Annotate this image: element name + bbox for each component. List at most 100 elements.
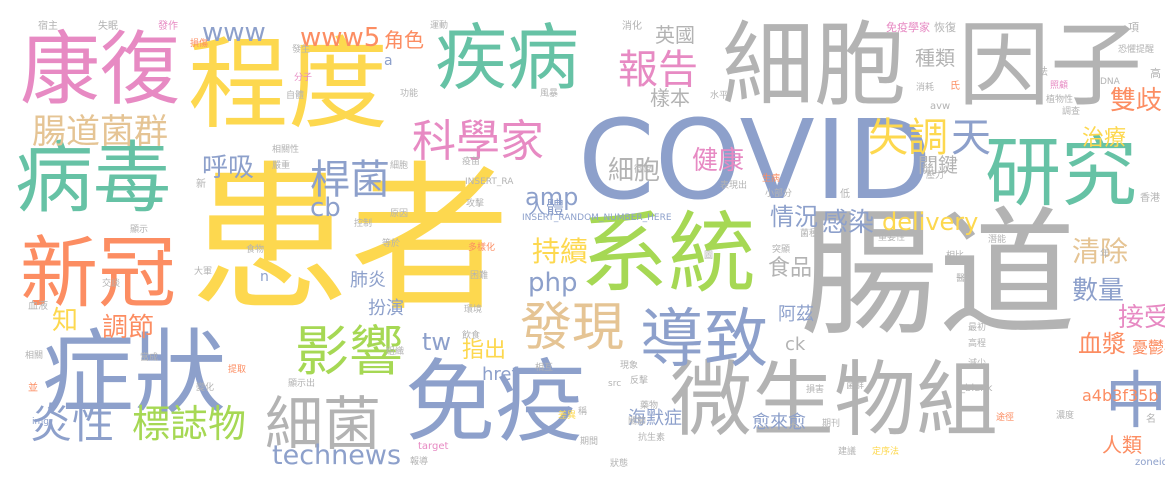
- word-junzhong: 菌種: [800, 229, 819, 239]
- word-xiang: 項: [1128, 21, 1139, 34]
- word-xiangguan: 相關: [25, 351, 44, 361]
- word-jianyi: 建議: [838, 447, 857, 457]
- word-kangshengsu: 抗生素: [638, 433, 666, 443]
- word-qingkuang: 情況: [770, 203, 818, 231]
- word-qianneng: 潛能: [988, 235, 1007, 245]
- word-yingguo: 英國: [655, 23, 695, 47]
- word-ming: 名: [1146, 414, 1156, 425]
- word-jibing: 疾病: [435, 16, 580, 100]
- word-tian: 天: [951, 115, 991, 161]
- word-nian: 年: [1100, 249, 1110, 260]
- word-zhuangtai: 狀態: [610, 459, 629, 469]
- word-jianshao: 減少: [968, 359, 987, 369]
- word-tiqu: 提取: [228, 365, 247, 375]
- word-a4b3f35b: a4b3f35b: [1082, 386, 1159, 405]
- word-changdaojunqun: 腸道菌群: [32, 112, 168, 152]
- word-kexuejia: 科學家: [412, 116, 544, 167]
- word-insert-ra: INSERT_RA: [465, 177, 514, 187]
- word-guanjian: 關鍵: [918, 153, 958, 177]
- word-href: href: [482, 364, 518, 385]
- word-zhonglei: 種類: [915, 46, 955, 70]
- word-huanzhe: 患者: [190, 146, 511, 333]
- word-bingdu: 病毒: [15, 134, 172, 224]
- word-chixu: 持續: [532, 235, 589, 268]
- word-fenzi: 分子: [294, 73, 313, 83]
- word-xiaohua: 消化: [622, 21, 642, 32]
- word-avw: avw: [930, 101, 951, 112]
- word-src: src: [608, 379, 622, 389]
- word-yinshi: 飲食: [462, 331, 481, 341]
- word-ganran: 感染: [822, 208, 875, 238]
- word-zhiliao: 治療: [1082, 126, 1127, 151]
- word-xiangguanxing: 相關性: [272, 145, 300, 155]
- word-kunnan: 困難: [470, 271, 489, 281]
- word-dengyu: 等於: [382, 239, 401, 249]
- word-yuanyin: 原因: [390, 209, 409, 219]
- word-zuichu: 最初: [968, 323, 987, 333]
- word-xin: 新: [196, 179, 206, 190]
- word-shipin: 食品: [768, 256, 813, 281]
- word-xianxiang: 現象: [620, 361, 639, 371]
- word-fazuo: 發作: [158, 21, 178, 32]
- word-shimian: 失眠: [98, 21, 118, 32]
- word-xinguan: 新冠: [20, 229, 177, 319]
- word-zhengzhuang: 症狀: [42, 320, 227, 427]
- word-guanjie: 關節: [628, 417, 647, 427]
- word-gao: 高: [1150, 67, 1161, 80]
- word-zhaogu: 照顧: [1050, 81, 1069, 91]
- word-dangcheng: 當成: [140, 353, 159, 363]
- word-yingxiang: 影響: [295, 320, 403, 383]
- word-yanzhong: 嚴重: [272, 161, 291, 171]
- word-dajun: 大軍: [194, 267, 213, 277]
- word-xitong: 系統: [580, 202, 757, 305]
- word-xueye: 血液: [28, 301, 48, 312]
- word-img: img: [32, 417, 49, 427]
- word-yimiao: 疫苗: [462, 157, 481, 167]
- word-chengdu: 程度: [188, 26, 388, 143]
- word-xianshi: 顯示: [130, 225, 149, 235]
- word-kongzhi: 控制: [354, 219, 373, 229]
- word-tw: tw: [422, 328, 452, 356]
- word-zhichu: 指出: [462, 338, 507, 363]
- word-a: a: [384, 53, 393, 69]
- word-mianyi: 免疫: [405, 350, 585, 455]
- word-biaoxianchu: 表現出: [720, 181, 748, 191]
- word-fengbao: 風暴: [540, 89, 559, 99]
- word-zhiwuxing: 植物性: [1046, 95, 1074, 105]
- word-kangfu: 康復: [20, 23, 180, 116]
- word-xiaohao: 消耗: [916, 83, 935, 93]
- word-xibao-tiny: 細胞: [390, 161, 409, 171]
- word-qikan: 期刊: [822, 419, 841, 429]
- word-diaocha: 調查: [1062, 107, 1081, 117]
- word-tixing: 提醒: [1136, 45, 1155, 55]
- word-suzhu: 宿主: [38, 21, 58, 32]
- word-xiangbi: 相比: [946, 251, 965, 261]
- word-xianggang: 香港: [1140, 193, 1160, 204]
- word-kongju: 恐懼: [1118, 45, 1137, 55]
- word-ck: ck: [785, 334, 806, 355]
- word-zhongyaoxing: 重要性: [878, 233, 906, 243]
- word-sunhai: 損害: [806, 385, 825, 395]
- word-n: n: [260, 269, 269, 285]
- word-shuiping: 水平: [710, 91, 729, 101]
- word-ganjun: 桿菌: [310, 157, 390, 203]
- word-ziti: 自體: [286, 91, 305, 101]
- word-nongdu: 濃度: [1056, 411, 1075, 421]
- word-juese: 角色: [384, 28, 424, 52]
- word-www: www: [202, 18, 266, 48]
- word-cloud: 患者 腸道 COVID 細胞 因子 程度 疾病 康復 病毒 系統 免疫 微生物組…: [10, 10, 1165, 472]
- word-jieshou: 接受: [1118, 303, 1165, 333]
- word-tiaojie: 調節: [102, 313, 155, 343]
- word-yali: 壓力: [926, 171, 945, 181]
- word-technews: technews: [272, 440, 402, 471]
- word-baodao: 報導: [410, 457, 429, 467]
- word-tu: 圖: [704, 251, 714, 261]
- word-bianhua: 變化: [196, 383, 215, 393]
- word-huifu: 恢復: [934, 21, 956, 34]
- word-baogao: 報告: [618, 47, 698, 93]
- word-tujing: 途徑: [996, 413, 1015, 423]
- word-shi: 氏: [950, 81, 960, 92]
- word-qijian: 期間: [580, 437, 599, 447]
- word-insert-random: INSERT_RANDOM_NUMBER_HERE: [522, 213, 672, 223]
- word-cb: cb: [310, 193, 341, 223]
